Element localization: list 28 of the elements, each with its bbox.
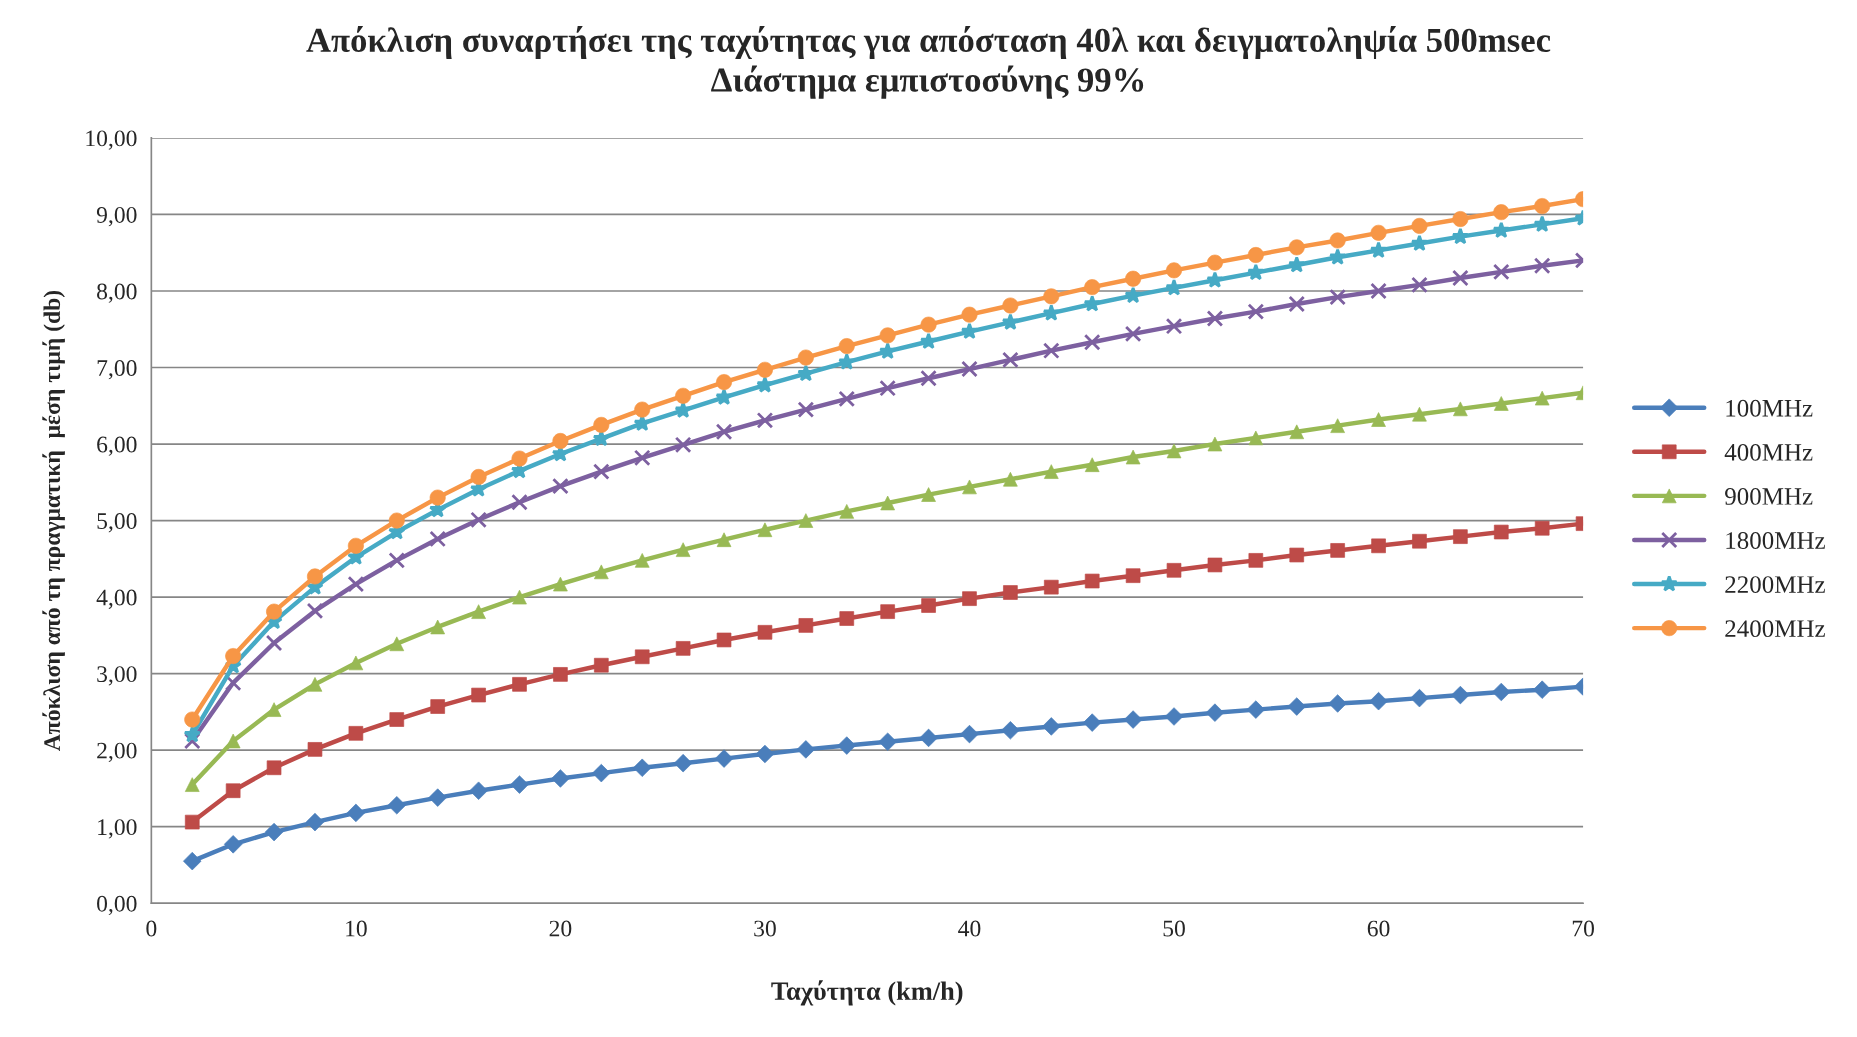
x-tick-label: 40 [958, 920, 981, 937]
legend-label: 900MHz [1725, 488, 1813, 505]
x-axis-title: Ταχύτητα (km/h) [771, 980, 963, 1006]
y-tick-label: 6,00 [97, 436, 137, 456]
y-tick-label: 4,00 [96, 589, 137, 609]
x-tick-label: 0 [146, 920, 157, 937]
y-tick-label: 5,00 [97, 513, 137, 533]
x-tick-label: 50 [1163, 920, 1185, 937]
chart-title: Απόκλιση συναρτήσει της ταχύτητας για απόσταση 40λ και δειγματοληψία 500msec Διάστημα εμπιστοσύνης 99% [306, 25, 1551, 99]
legend-label: 2200MHz [1725, 576, 1825, 594]
x-tick-label: 70 [1572, 920, 1594, 937]
y-tick-label: 8,00 [97, 283, 137, 303]
y-axis-title: Απόκλιση από τη πραγματική μέση τιμή (db) [42, 290, 65, 752]
x-tick-label: 30 [754, 920, 776, 937]
legend-label: 1800MHz [1726, 532, 1825, 549]
legend-label: 100MHz [1726, 399, 1813, 417]
y-tick-label: 10,00 [86, 130, 137, 150]
y-tick-label: 2,00 [97, 742, 137, 762]
x-tick-label: 10 [346, 920, 367, 937]
y-tick-label: 3,00 [97, 666, 137, 686]
y-tick-label: 0,00 [97, 895, 137, 916]
x-tick-label: 60 [1367, 920, 1390, 937]
y-tick-label: 1,00 [98, 819, 137, 839]
y-tick-label: 9,00 [96, 206, 137, 227]
x-tick-label: 20 [549, 920, 572, 937]
legend-label: 400MHz [1724, 443, 1813, 461]
legend-label: 2400MHz [1725, 620, 1825, 638]
y-tick-label: 7,00 [97, 360, 137, 380]
